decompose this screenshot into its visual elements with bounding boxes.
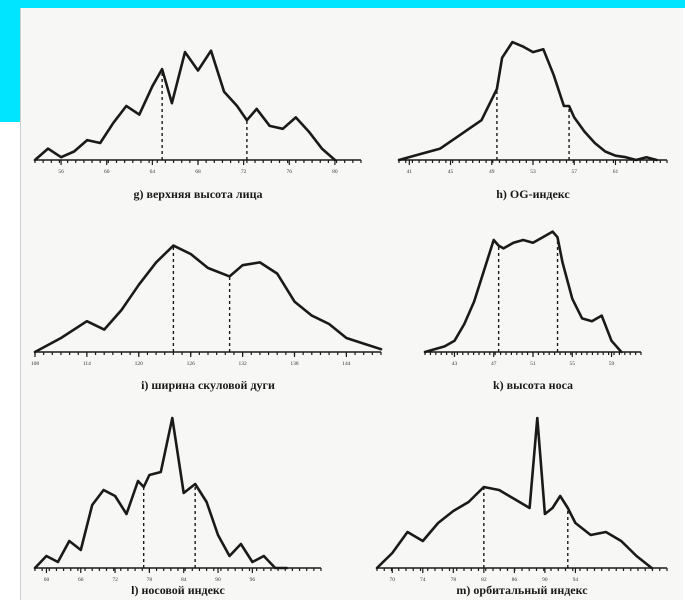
tick-label: 56 bbox=[58, 169, 64, 175]
tick-label: 70 bbox=[390, 577, 396, 583]
tick-label: 59 bbox=[609, 361, 615, 367]
chart-h: 41 45 49 53 57 61 h) OG-индекс bbox=[397, 40, 668, 201]
series-line-h bbox=[397, 40, 659, 162]
tick-label: 45 bbox=[448, 169, 454, 175]
tick-label: 72 bbox=[112, 577, 118, 583]
tick-label: 144 bbox=[342, 361, 351, 367]
series-line-k bbox=[423, 230, 623, 354]
tick-label: 64 bbox=[150, 169, 156, 175]
tick-label: 60 bbox=[44, 577, 50, 583]
charts-svg: 56 60 64 68 72 76 80 g) верхняя высота лица 41 45… bbox=[31, 40, 668, 597]
figure-panel: 56 60 64 68 72 76 80 g) верхняя высота лица 41 45… bbox=[20, 8, 683, 600]
tick-label: 55 bbox=[570, 361, 576, 367]
accent-left-bar bbox=[0, 0, 20, 122]
tick-label: 53 bbox=[530, 169, 536, 175]
tick-label: 43 bbox=[452, 361, 458, 367]
tick-label: 96 bbox=[250, 577, 256, 583]
chart-caption-k: k) высота носа bbox=[493, 378, 573, 392]
tick-label: 94 bbox=[573, 577, 579, 583]
tick-label: 126 bbox=[187, 361, 196, 367]
tick-label: 82 bbox=[481, 577, 487, 583]
tick-label: 61 bbox=[613, 169, 619, 175]
tick-label: 114 bbox=[83, 361, 91, 367]
accent-top-bar bbox=[0, 0, 685, 8]
tick-label: 90 bbox=[542, 577, 548, 583]
tick-label: 76 bbox=[287, 169, 293, 175]
tick-label: 72 bbox=[241, 169, 247, 175]
tick-label: 90 bbox=[215, 577, 221, 583]
tick-label: 138 bbox=[290, 361, 299, 367]
series-line-m bbox=[375, 416, 654, 570]
series-line-i bbox=[33, 244, 383, 354]
chart-g: 56 60 64 68 72 76 80 g) верхняя высота лица bbox=[33, 49, 362, 201]
tick-label: 57 bbox=[571, 169, 577, 175]
chart-i: 108 114 120 126 132 138 144 i) ширина скуловой … bbox=[31, 244, 383, 392]
tick-label: 78 bbox=[451, 577, 457, 583]
chart-caption-l: l) носовой индекс bbox=[131, 583, 225, 597]
tick-label: 74 bbox=[420, 577, 426, 583]
tick-label: 51 bbox=[530, 361, 536, 367]
chart-caption-g: g) верхняя высота лица bbox=[134, 187, 263, 201]
tick-label: 66 bbox=[78, 577, 84, 583]
series-line-g bbox=[33, 49, 337, 162]
chart-caption-h: h) OG-индекс bbox=[496, 187, 570, 201]
chart-caption-i: i) ширина скуловой дуги bbox=[141, 378, 275, 392]
series-line-l bbox=[33, 416, 289, 570]
chart-m: 70 74 78 82 86 90 94m) орбитальный индекс bbox=[375, 416, 668, 597]
tick-label: 84 bbox=[181, 577, 187, 583]
tick-label: 120 bbox=[135, 361, 144, 367]
tick-label: 49 bbox=[489, 169, 495, 175]
tick-label: 68 bbox=[195, 169, 201, 175]
tick-label: 60 bbox=[104, 169, 110, 175]
tick-label: 78 bbox=[147, 577, 153, 583]
tick-label: 80 bbox=[332, 169, 338, 175]
chart-caption-m: m) орбитальный индекс bbox=[456, 583, 588, 597]
chart-k: 43 47 51 55 59 k) высота носа bbox=[423, 230, 642, 392]
tick-label: 47 bbox=[491, 361, 497, 367]
tick-label: 41 bbox=[407, 169, 413, 175]
tick-label: 132 bbox=[238, 361, 247, 367]
tick-label: 108 bbox=[31, 361, 40, 367]
chart-l: 60 66 72 78 84 90 96 l) носовой индекс bbox=[33, 416, 322, 597]
tick-label: 86 bbox=[512, 577, 518, 583]
